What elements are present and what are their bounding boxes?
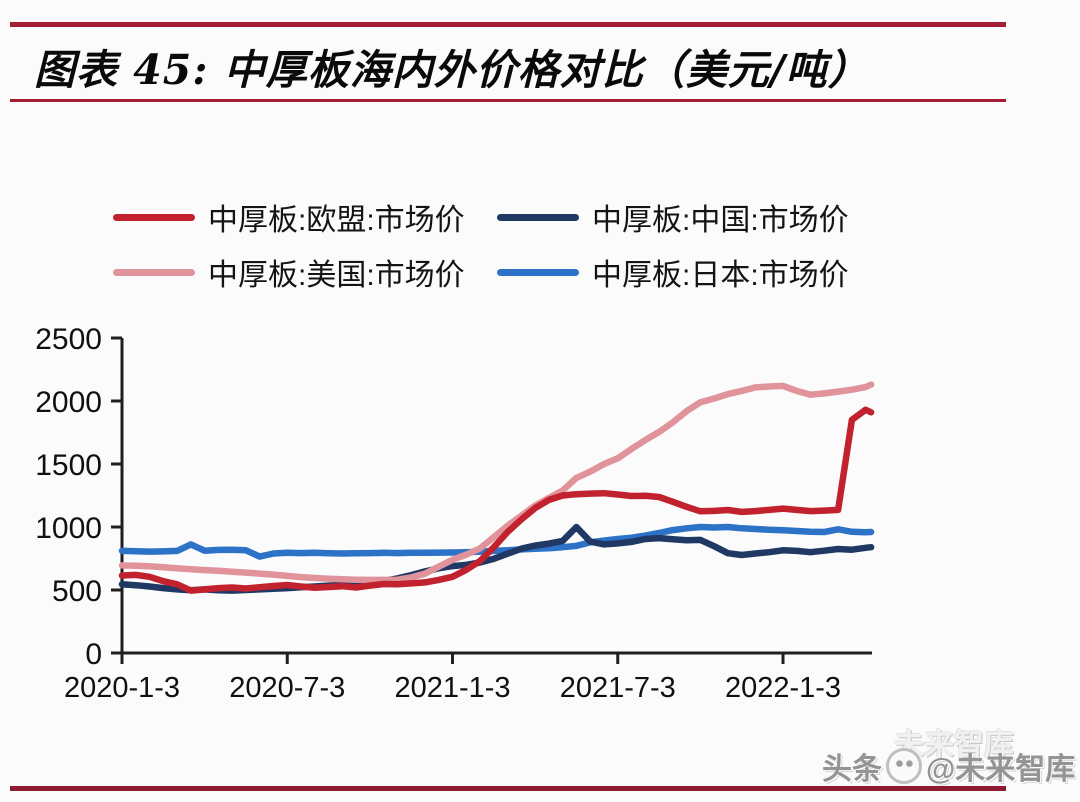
legend-swatch-china bbox=[497, 213, 579, 221]
legend-label-eu: 中厚板:欧盟:市场价 bbox=[208, 204, 465, 237]
x-tick-label: 2022-1-3 bbox=[725, 672, 841, 704]
watermark-prefix: 头条 bbox=[822, 753, 882, 786]
y-tick-label: 500 bbox=[52, 575, 102, 608]
y-tick-label: 1500 bbox=[35, 449, 102, 482]
x-tick-label: 2021-7-3 bbox=[560, 672, 676, 704]
y-tick-label: 1000 bbox=[35, 512, 102, 545]
series-line-japan bbox=[118, 523, 875, 560]
x-tick-label: 2020-1-3 bbox=[64, 672, 180, 704]
bottom-rule bbox=[10, 786, 1006, 791]
legend-label-china: 中厚板:中国:市场价 bbox=[592, 204, 849, 237]
legend-item-us: 中厚板:美国:市场价 bbox=[113, 251, 465, 293]
toutiao-logo-icon bbox=[886, 748, 922, 784]
x-tick-label: 2021-1-3 bbox=[394, 672, 510, 704]
legend-item-eu: 中厚板:欧盟:市场价 bbox=[113, 196, 465, 238]
y-tick-label: 2500 bbox=[35, 323, 102, 356]
figure-title: 图表 45: 中厚板海内外价格对比（美元/吨） bbox=[34, 46, 870, 94]
watermark: 未来智库 头条 @未来智库 bbox=[822, 720, 1078, 794]
y-tick-label: 0 bbox=[85, 638, 102, 671]
watermark-main: 头条 @未来智库 bbox=[822, 744, 1075, 788]
title-underline-rule bbox=[10, 99, 1006, 102]
legend-label-us: 中厚板:美国:市场价 bbox=[208, 259, 465, 292]
legend-swatch-eu bbox=[113, 213, 195, 221]
x-tick-label: 2020-7-3 bbox=[229, 672, 345, 704]
top-rule bbox=[10, 22, 1006, 27]
legend-swatch-us bbox=[113, 268, 195, 276]
legend-item-china: 中厚板:中国:市场价 bbox=[497, 196, 849, 238]
series-line-us bbox=[118, 381, 875, 584]
legend-label-japan: 中厚板:日本:市场价 bbox=[592, 259, 849, 292]
y-tick-label: 2000 bbox=[35, 386, 102, 419]
legend-swatch-japan bbox=[497, 268, 579, 276]
series-line-eu bbox=[118, 406, 875, 594]
legend-item-japan: 中厚板:日本:市场价 bbox=[497, 251, 849, 293]
watermark-handle: @未来智库 bbox=[926, 753, 1076, 786]
